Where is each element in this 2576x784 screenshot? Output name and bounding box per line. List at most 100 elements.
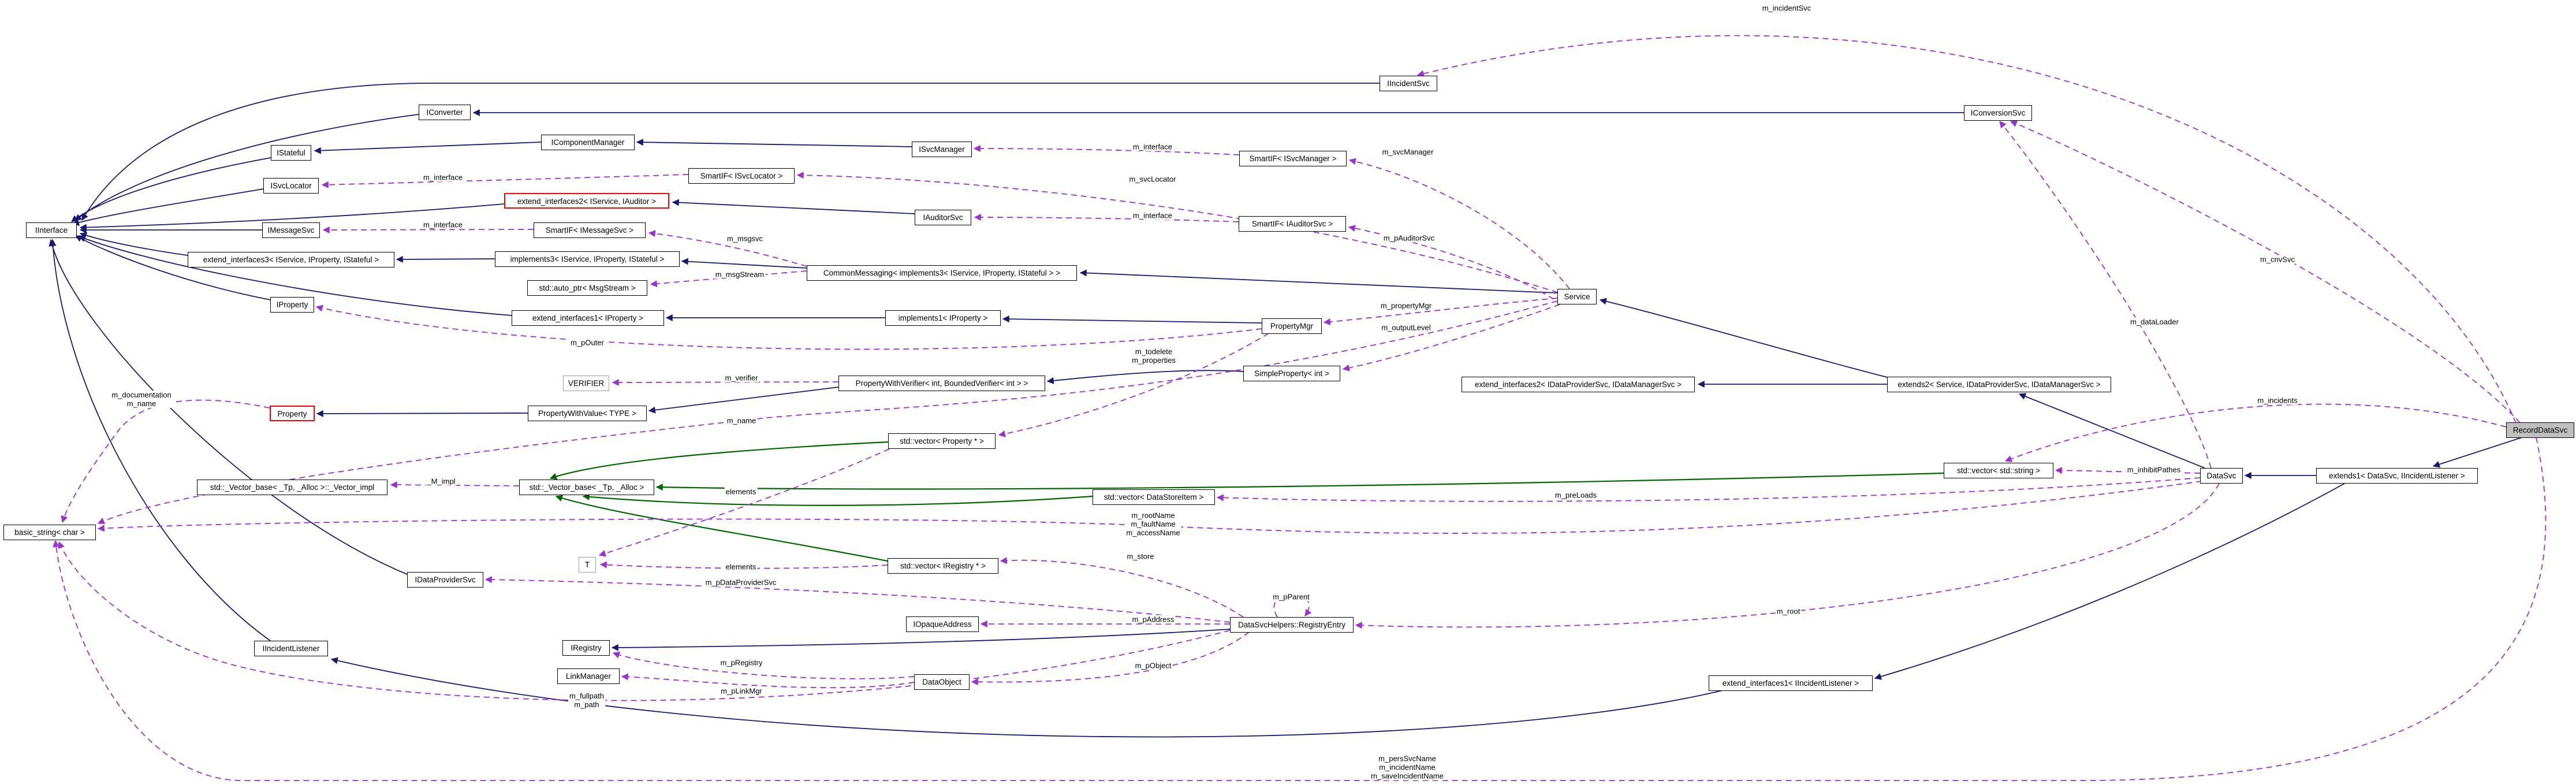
edge-label-m-interface: m_interface xyxy=(422,173,464,182)
edge-m-interface-46 xyxy=(321,174,689,188)
edge-label-m-pouter: m_pOuter xyxy=(569,338,605,347)
edge-m-store-61 xyxy=(1000,557,1244,618)
edge-inh-5 xyxy=(72,188,264,226)
edge-inh-0 xyxy=(81,83,1380,221)
class-node-smartif-iauditorsvc[interactable]: SmartIF< IAuditorSvc > xyxy=(1239,216,1346,232)
class-node-datasvchelpers-registryentry[interactable]: DataSvcHelpers::RegistryEntry xyxy=(1230,617,1354,633)
edge-label-m-pparent: m_pParent xyxy=(1272,592,1311,601)
class-node-verifier[interactable]: VERIFIER xyxy=(563,376,609,391)
class-node-std-vector-std-string[interactable]: std::vector< std::string > xyxy=(1944,463,2053,478)
edge-inh-16 xyxy=(1002,315,1262,324)
class-node-implements1-iproperty[interactable]: implements1< IProperty > xyxy=(885,310,1001,326)
class-node-property[interactable]: Property xyxy=(270,406,315,421)
edge-label-m-outputlevel: m_outputLevel xyxy=(1380,323,1432,332)
class-node-std-vector-property[interactable]: std::vector< Property * > xyxy=(888,433,996,449)
edge-inh-27 xyxy=(611,629,1231,651)
edge-tpl-31 xyxy=(549,441,889,480)
class-node-std-auto-ptr-msgstream[interactable]: std::auto_ptr< MsgStream > xyxy=(527,280,647,296)
class-node-propertymgr[interactable]: PropertyMgr xyxy=(1262,318,1322,334)
class-node-smartif-isvclocator[interactable]: SmartIF< ISvcLocator > xyxy=(688,168,795,184)
class-node-propertywithverifier-int-boundedverifier-int[interactable]: PropertyWithVerifier< int, BoundedVerifi… xyxy=(838,376,1045,391)
class-node-commonmessaging-implements3-iservice-iproperty-i[interactable]: CommonMessaging< implements3< IService, … xyxy=(807,265,1077,281)
class-node-t[interactable]: T xyxy=(579,557,596,573)
edge-label-m-root: m_root xyxy=(1775,607,1802,616)
edge-m-interface-47 xyxy=(974,214,1239,222)
edge-label-m-incidents: m_incidents xyxy=(2256,396,2299,405)
class-node-service[interactable]: Service xyxy=(1557,289,1597,304)
edge-m-pouter-51 xyxy=(315,304,1262,350)
edge-label-m-name: m_name xyxy=(725,416,758,425)
edge-tpl-34 xyxy=(555,495,888,562)
edge-tpl-32 xyxy=(655,472,1944,491)
edge-inh-7 xyxy=(636,139,914,147)
edge-m-svclocator-41 xyxy=(796,172,1558,293)
edge-label-m-pobject: m_pObject xyxy=(1134,661,1173,670)
class-node-extend-interfaces2-idataprovidersvc-idatamanager[interactable]: extend_interfaces2< IDataProviderSvc, ID… xyxy=(1462,377,1695,392)
edge-inh-25 xyxy=(49,239,271,641)
edge-label-m-store: m_store xyxy=(1125,552,1155,561)
edge-inh-4 xyxy=(71,157,271,222)
class-node-istateful[interactable]: IStateful xyxy=(271,145,311,161)
class-node-std-vector-base-tp-alloc-vector-impl[interactable]: std::_Vector_base< _Tp, _Alloc >::_Vecto… xyxy=(197,480,387,495)
class-node-basic-string-char[interactable]: basic_string< char > xyxy=(3,525,96,540)
edge-elements-58 xyxy=(599,561,888,569)
edge-inh-22 xyxy=(2432,437,2523,468)
class-node-iincidentlistener[interactable]: IIncidentListener xyxy=(254,641,328,656)
class-node-isvcmanager[interactable]: ISvcManager xyxy=(912,142,972,157)
class-node-idataprovidersvc[interactable]: IDataProviderSvc xyxy=(407,572,483,588)
edge-inh-20 xyxy=(2018,393,2205,469)
class-node-simpleproperty-int[interactable]: SimpleProperty< int > xyxy=(1243,366,1340,381)
class-node-linkmanager[interactable]: LinkManager xyxy=(557,668,620,684)
class-node-implements3-iservice-iproperty-istateful[interactable]: implements3< IService, IProperty, IState… xyxy=(495,251,680,267)
edge-label-m-verifier: m_verifier xyxy=(724,373,759,382)
class-node-icomponentmanager[interactable]: IComponentManager xyxy=(541,135,635,150)
edge-inh-30 xyxy=(316,410,528,417)
class-node-smartif-isvcmanager[interactable]: SmartIF< ISvcManager > xyxy=(1239,151,1347,166)
edge-m-svcmanager-40 xyxy=(1348,158,1570,289)
edge-label-m-dataloader: m_dataLoader xyxy=(2129,317,2180,326)
class-node-imessagesvc[interactable]: IMessageSvc xyxy=(262,222,320,238)
edge-m-root-69 xyxy=(1355,483,2220,629)
edge-inh-12 xyxy=(681,258,807,269)
class-node-extend-interfaces3-iservice-iproperty-istateful[interactable]: extend_interfaces3< IService, IProperty,… xyxy=(188,252,394,267)
class-node-datasvc[interactable]: DataSvc xyxy=(2200,468,2243,484)
edge-m-preloads-59 xyxy=(1216,477,2201,502)
class-node-propertywithvalue-type[interactable]: PropertyWithValue< TYPE > xyxy=(528,406,647,421)
class-node-dataobject[interactable]: DataObject xyxy=(914,674,970,690)
edge-m-cnvsvc-36 xyxy=(2010,120,2521,423)
class-node-recorddatasvc[interactable]: RecordDataSvc xyxy=(2506,422,2574,438)
edge-m-incidentsvc-35 xyxy=(1416,35,2517,423)
edge-label-m-interface: m_interface xyxy=(422,220,464,229)
class-node-extends1-datasvc-iincidentlistener[interactable]: extends1< DataSvc, IIncidentListener > xyxy=(2316,468,2478,484)
class-node-isvclocator[interactable]: ISvcLocator xyxy=(263,178,319,194)
class-node-std-vector-iregistry[interactable]: std::vector< IRegistry * > xyxy=(888,558,998,574)
edge-m-msgsvc-49 xyxy=(648,230,807,267)
edge-m-outputlevel-44 xyxy=(1342,304,1560,371)
edge-inh-24 xyxy=(330,657,1723,738)
class-node-extends2-service-idataprovidersvc-idatamanagersv[interactable]: extends2< Service, IDataProviderSvc, IDa… xyxy=(1887,377,2111,392)
class-node-smartif-imessagesvc[interactable]: SmartIF< IMessageSvc > xyxy=(534,222,646,238)
class-node-iconversionsvc[interactable]: IConversionSvc xyxy=(1964,105,2032,121)
class-node-extend-interfaces2-iservice-iauditor[interactable]: extend_interfaces2< IService, IAuditor > xyxy=(504,193,669,209)
edge-elements-57 xyxy=(598,448,890,557)
class-node-extend-interfaces1-iproperty[interactable]: extend_interfaces1< IProperty > xyxy=(512,310,664,326)
edge-inh-28 xyxy=(1046,370,1244,384)
class-node-extend-interfaces1-iincidentlistener[interactable]: extend_interfaces1< IIncidentListener > xyxy=(1709,675,1873,691)
edge-label-m-interface: m_interface xyxy=(1132,211,1173,220)
edge-inh-11 xyxy=(79,232,188,256)
class-node-iregistry[interactable]: IRegistry xyxy=(562,640,610,656)
edge-label-m-incidentsvc: m_incidentSvc xyxy=(1761,3,1813,13)
class-node-iconverter[interactable]: IConverter xyxy=(419,105,471,120)
class-node-iincidentsvc[interactable]: IIncidentSvc xyxy=(1380,76,1437,91)
edge-m-interface-45 xyxy=(973,145,1240,155)
class-node-std-vector-datastoreitem[interactable]: std::vector< DataStoreItem > xyxy=(1093,489,1215,505)
class-node-iauditorsvc[interactable]: IAuditorSvc xyxy=(915,210,971,225)
edge-label-m-msgsvc: m_msgsvc xyxy=(725,234,765,243)
class-node-iinterface[interactable]: IInterface xyxy=(26,222,77,238)
edge-label-m-fullpath-m-path: m_fullpath m_path xyxy=(568,692,605,709)
class-node-iopaqueaddress[interactable]: IOpaqueAddress xyxy=(906,616,979,632)
edge-m-incidents-38 xyxy=(2004,403,2507,462)
class-node-iproperty[interactable]: IProperty xyxy=(270,297,314,313)
class-node-std-vector-base-tp-alloc[interactable]: std::_Vector_base< _Tp, _Alloc > xyxy=(519,480,654,495)
